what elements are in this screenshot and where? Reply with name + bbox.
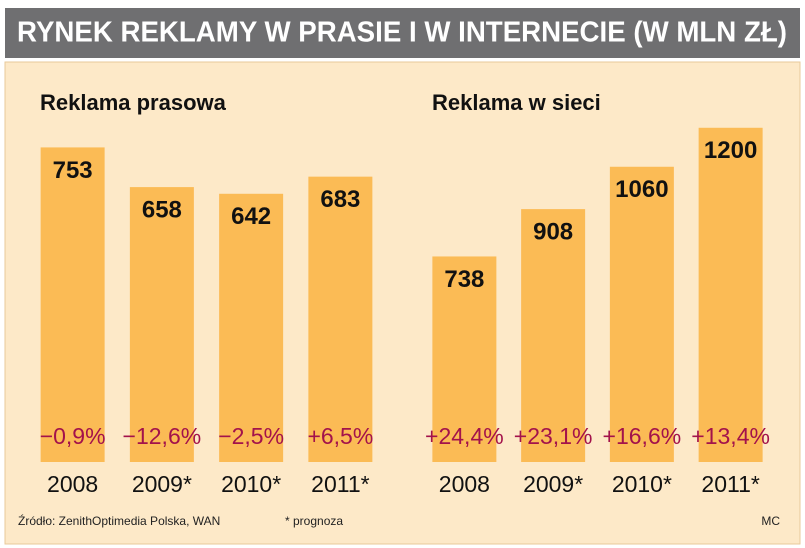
change-label: −12,6% (123, 423, 202, 449)
bar (219, 193, 284, 462)
x-tick-label: 2008 (47, 471, 98, 497)
bar (432, 256, 497, 462)
x-tick-label: 2008 (439, 471, 490, 497)
bar (40, 147, 105, 462)
value-label: 642 (231, 203, 271, 230)
bar (129, 187, 194, 462)
change-label: −0,9% (40, 423, 106, 449)
change-label: +23,1% (514, 423, 593, 449)
value-label: 1200 (704, 137, 757, 164)
value-label: 908 (533, 218, 573, 245)
change-label: +13,4% (691, 423, 770, 449)
value-label: 753 (53, 157, 93, 184)
change-label: +6,5% (307, 423, 373, 449)
x-tick-label: 2009* (523, 471, 583, 497)
panel (4, 61, 801, 545)
value-label: 738 (444, 266, 484, 293)
note: * prognoza (285, 514, 343, 528)
change-label: +16,6% (603, 423, 682, 449)
author: MC (761, 514, 780, 528)
bar (698, 127, 763, 463)
bar (609, 166, 674, 462)
source: Źródło: ZenithOptimedia Polska, WAN (18, 513, 220, 528)
x-tick-label: 2010* (221, 471, 281, 497)
chart-title: Reklama w sieci (432, 90, 601, 115)
x-tick-label: 2009* (132, 471, 192, 497)
bar (308, 176, 373, 462)
x-tick-label: 2010* (612, 471, 672, 497)
x-tick-label: 2011* (311, 471, 369, 497)
chart-title: Reklama prasowa (40, 90, 227, 115)
value-label: 683 (320, 186, 360, 213)
change-label: −2,5% (218, 423, 284, 449)
bar (521, 209, 586, 462)
value-label: 1060 (615, 176, 668, 203)
x-tick-label: 2011* (701, 471, 759, 497)
value-label: 658 (142, 196, 182, 223)
page-title: RYNEK REKLAMY W PRASIE I W INTERNECIE (W… (17, 17, 787, 49)
title-bar (5, 8, 800, 58)
change-label: +24,4% (425, 423, 504, 449)
